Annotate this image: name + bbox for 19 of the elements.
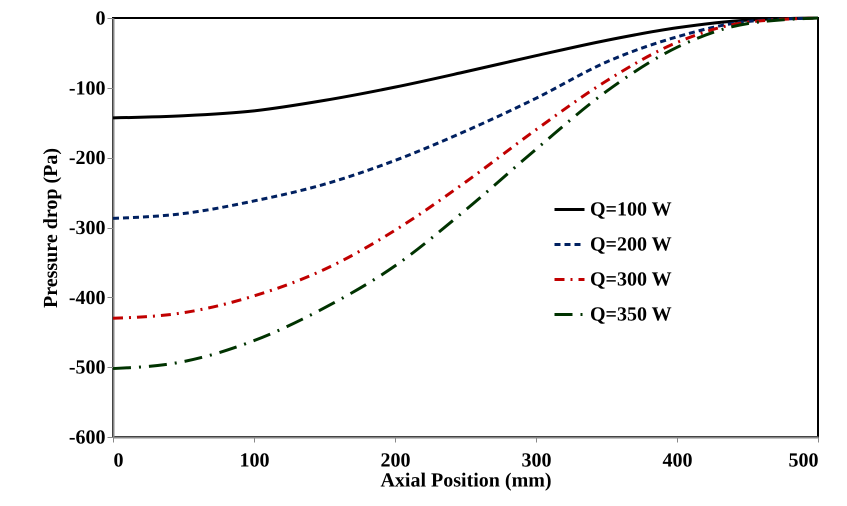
x-tick-label: 300 bbox=[522, 450, 552, 472]
x-axis-title: Axial Position (mm) bbox=[380, 470, 552, 492]
legend-label: Q=300 W bbox=[590, 268, 672, 290]
x-tick-label: 200 bbox=[380, 450, 410, 472]
x-tick-label: 400 bbox=[662, 450, 692, 472]
y-axis-title: Pressure drop (Pa) bbox=[40, 148, 62, 308]
x-tick-label: 0 bbox=[114, 450, 124, 472]
y-tick-label: -600 bbox=[68, 426, 106, 448]
y-tick-label: -100 bbox=[68, 77, 106, 100]
y-tick-label: -400 bbox=[68, 286, 106, 309]
y-tick-label: -200 bbox=[68, 147, 106, 170]
y-tick-label: -500 bbox=[68, 356, 106, 379]
x-tick-label: 100 bbox=[240, 450, 270, 472]
legend-label: Q=350 W bbox=[590, 304, 672, 326]
legend-label: Q=100 W bbox=[590, 198, 672, 220]
y-tick-label: -300 bbox=[68, 217, 106, 239]
y-tick-label: 0 bbox=[96, 8, 106, 30]
legend-label: Q=200 W bbox=[590, 234, 672, 256]
x-tick-label: 500 bbox=[788, 450, 818, 472]
